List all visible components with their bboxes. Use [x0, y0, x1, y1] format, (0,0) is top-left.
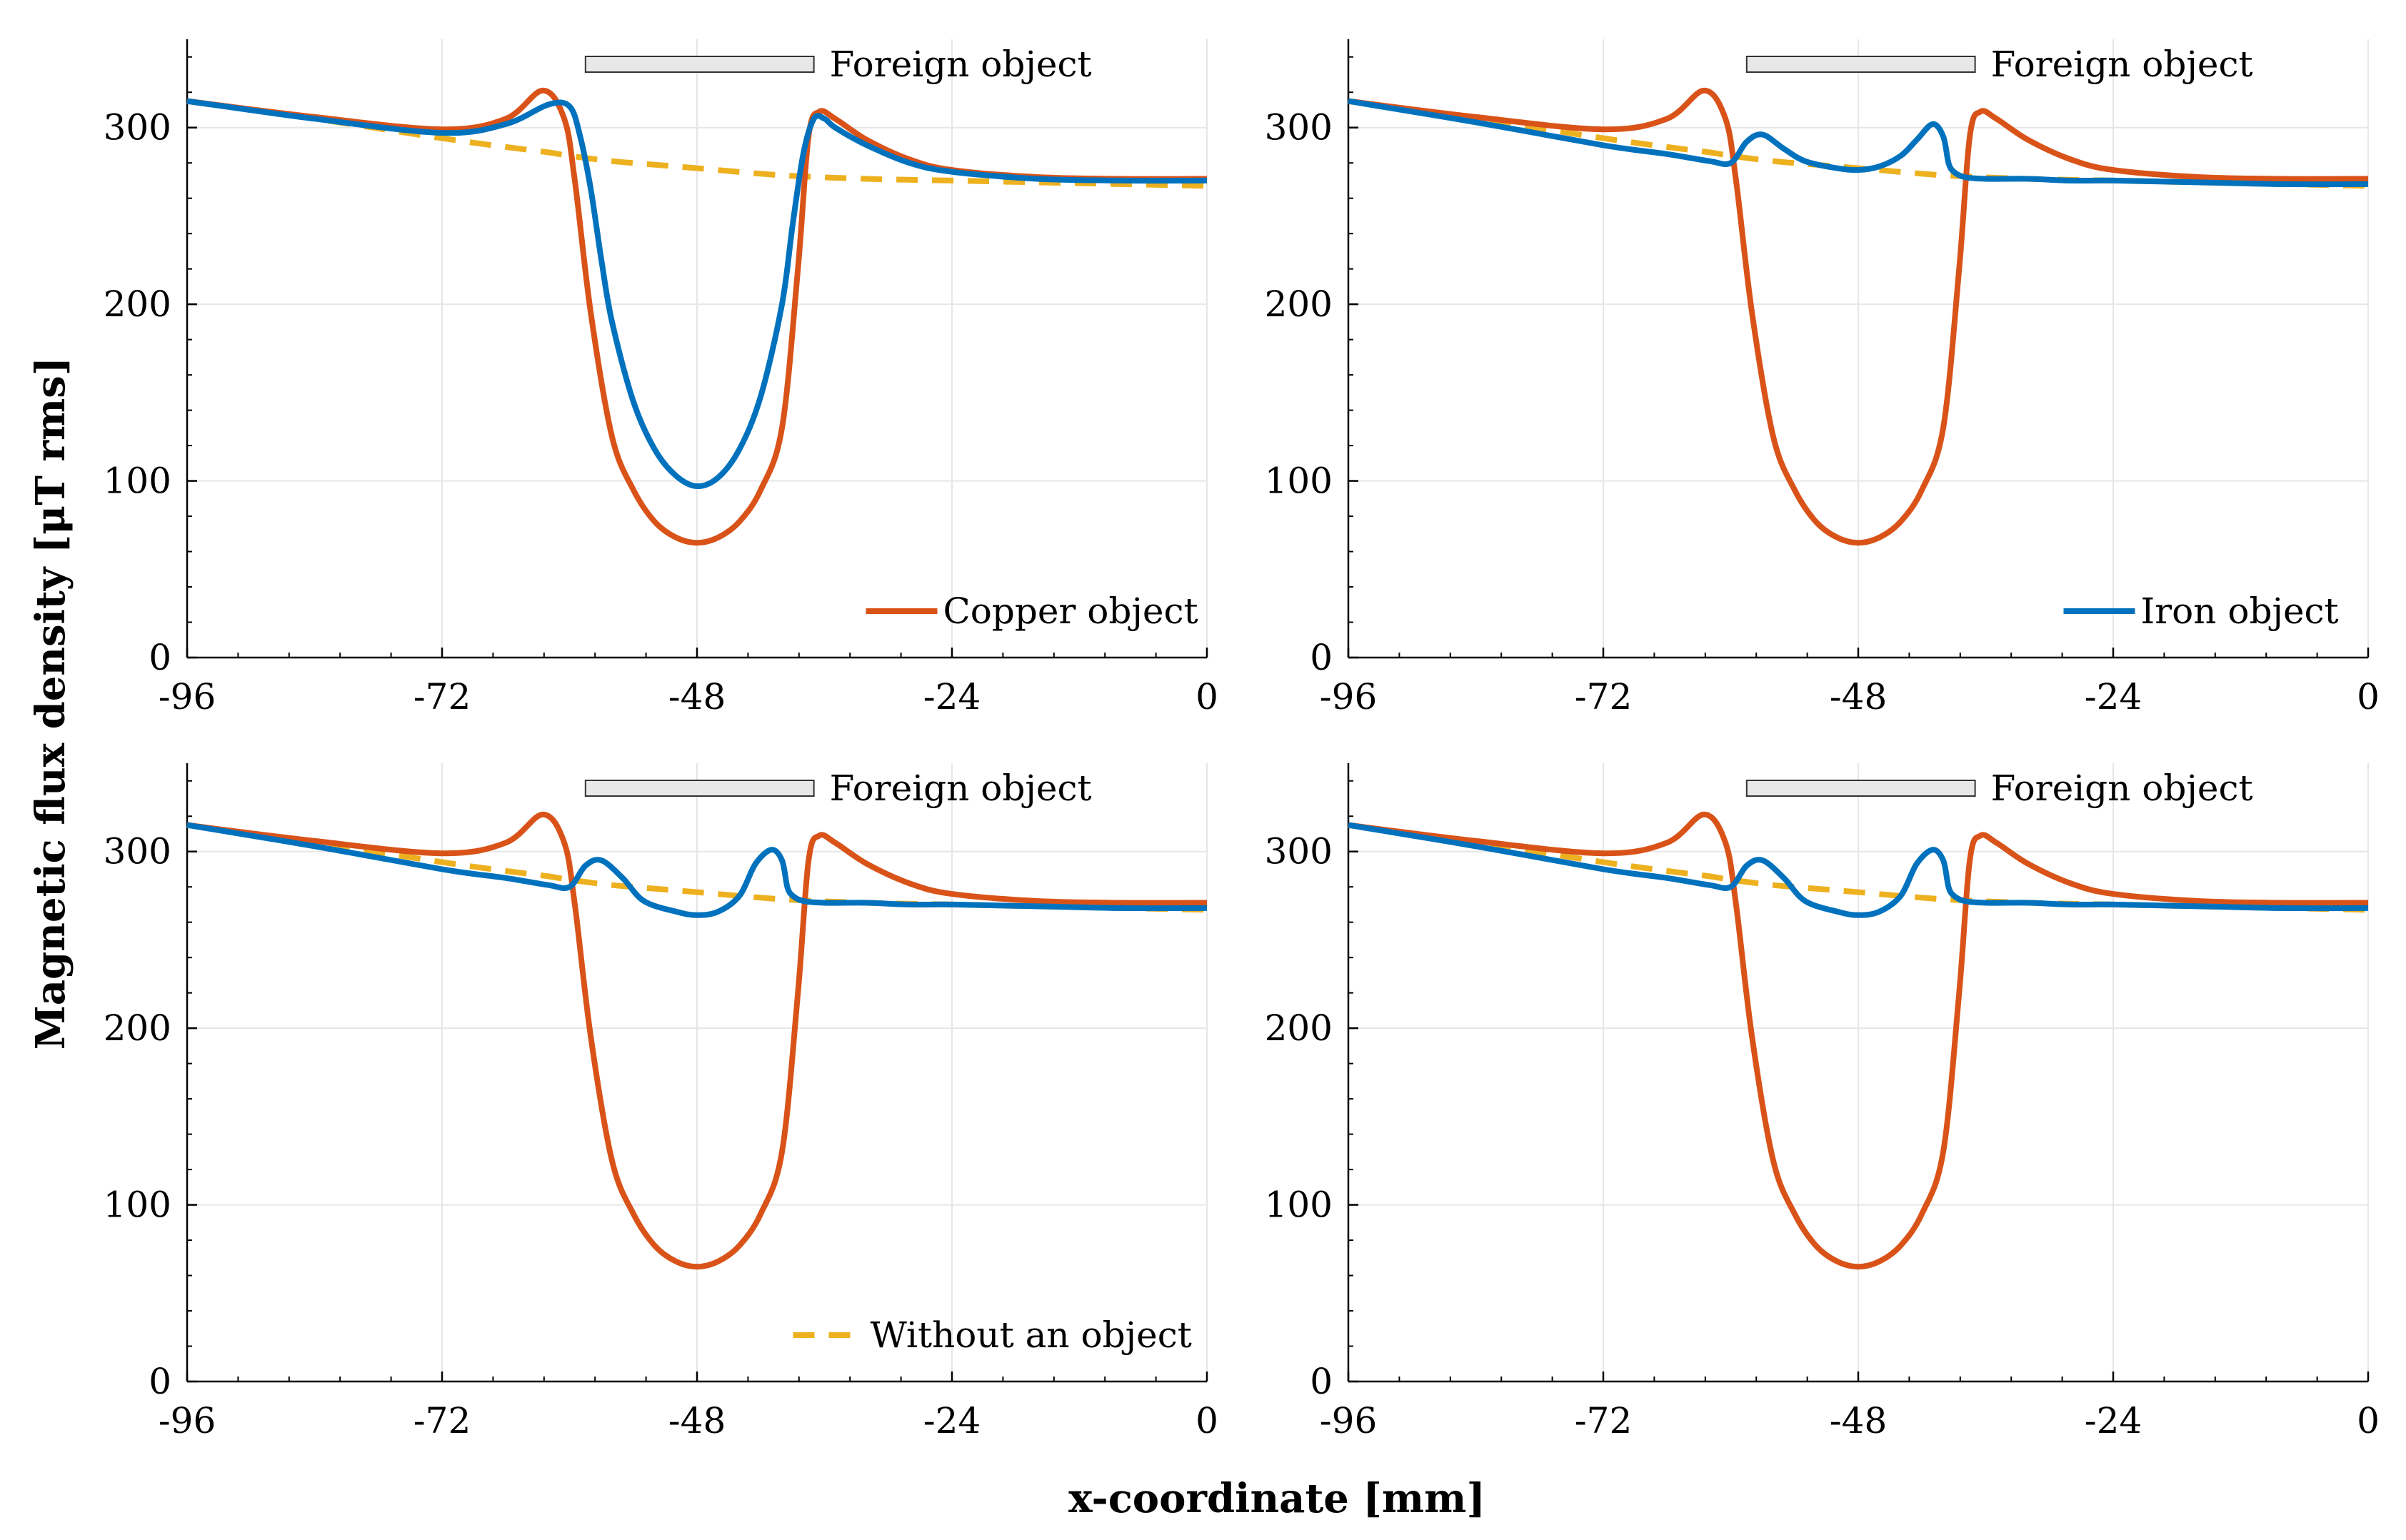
foreign-object-bar [584, 780, 815, 797]
y-tick-label: 200 [1265, 283, 1333, 325]
legend-label: Copper object [943, 590, 1198, 632]
x-tick-label: -48 [1830, 1400, 1888, 1441]
x-tick-label: -24 [923, 1400, 981, 1441]
x-tick-label: -96 [1320, 1400, 1378, 1441]
foreign-object-label: Foreign object [1991, 44, 2253, 85]
x-tick-label: -24 [2085, 1400, 2142, 1441]
x-tick-label: -48 [668, 676, 726, 718]
foreign-object-label: Foreign object [830, 44, 1092, 85]
x-tick-label: 0 [1196, 1400, 1218, 1441]
y-tick-label: 300 [1265, 831, 1333, 872]
foreign-object-bar [584, 56, 815, 73]
y-tick-label: 0 [149, 637, 171, 678]
foreign-object-bar [1745, 56, 1976, 73]
panel-top-left: -96 -72 -48 -24 0 0 100 200 300 Foreign object Cop… [104, 39, 1218, 718]
legend-label: Iron object [2141, 590, 2339, 632]
x-tick-label: -48 [668, 1400, 726, 1441]
y-tick-label: 300 [104, 107, 171, 149]
series-line-iron [1348, 98, 2369, 188]
y-tick-label: 100 [104, 461, 171, 502]
x-tick-label: 0 [1196, 676, 1218, 718]
y-tick-label: 0 [1310, 1361, 1333, 1402]
y-tick-label: 300 [104, 831, 171, 872]
x-tick-label: -96 [1320, 676, 1378, 718]
series-line-copper [186, 87, 1208, 546]
foreign-object-label: Foreign object [1991, 768, 2253, 809]
x-tick-label: 0 [2357, 676, 2380, 718]
x-tick-label: -96 [159, 676, 216, 718]
x-tick-label: -24 [923, 676, 981, 718]
y-tick-label: 100 [1265, 1184, 1333, 1226]
series-line-copper [1348, 87, 2369, 546]
series-line-iron [186, 98, 1208, 490]
panels: -96 -72 -48 -24 0 0 100 200 300 Foreign object Cop… [104, 39, 2380, 1441]
series-line-none [186, 98, 1208, 189]
panel-bottom-left: -96 -72 -48 -24 0 0 100 200 300 Foreign object Wit… [104, 763, 1218, 1441]
series-line-iron [186, 822, 1208, 918]
series-line-iron [1348, 822, 2369, 918]
y-tick-label: 200 [1265, 1007, 1333, 1049]
y-tick-label: 200 [104, 283, 171, 325]
series-line-copper [186, 811, 1208, 1270]
y-tick-label: 200 [104, 1007, 171, 1049]
y-tick-label: 0 [1310, 637, 1333, 678]
x-tick-label: -96 [159, 1400, 216, 1441]
series-line-copper [1348, 811, 2369, 1270]
legend-label: Without an object [871, 1314, 1192, 1356]
y-axis-title: Magnetic flux density [μT rms] [27, 357, 74, 1050]
x-tick-label: -72 [413, 676, 471, 718]
y-tick-label: 100 [1265, 461, 1333, 502]
x-tick-label: -72 [1575, 1400, 1633, 1441]
y-tick-label: 0 [149, 1361, 171, 1402]
foreign-object-bar [1745, 780, 1976, 797]
x-tick-label: -72 [1575, 676, 1633, 718]
y-tick-label: 300 [1265, 107, 1333, 149]
x-tick-label: -72 [413, 1400, 471, 1441]
x-tick-label: 0 [2357, 1400, 2380, 1441]
panel-bottom-right: -96 -72 -48 -24 0 0 100 200 300 Foreign object [1265, 763, 2380, 1441]
x-tick-label: -24 [2085, 676, 2142, 718]
foreign-object-label: Foreign object [830, 768, 1092, 809]
y-tick-label: 100 [104, 1184, 171, 1226]
panel-top-right: -96 -72 -48 -24 0 0 100 200 300 Foreign object Iro… [1265, 39, 2380, 718]
x-axis-title: x-coordinate [mm] [1068, 1475, 1485, 1522]
x-tick-label: -48 [1830, 676, 1888, 718]
